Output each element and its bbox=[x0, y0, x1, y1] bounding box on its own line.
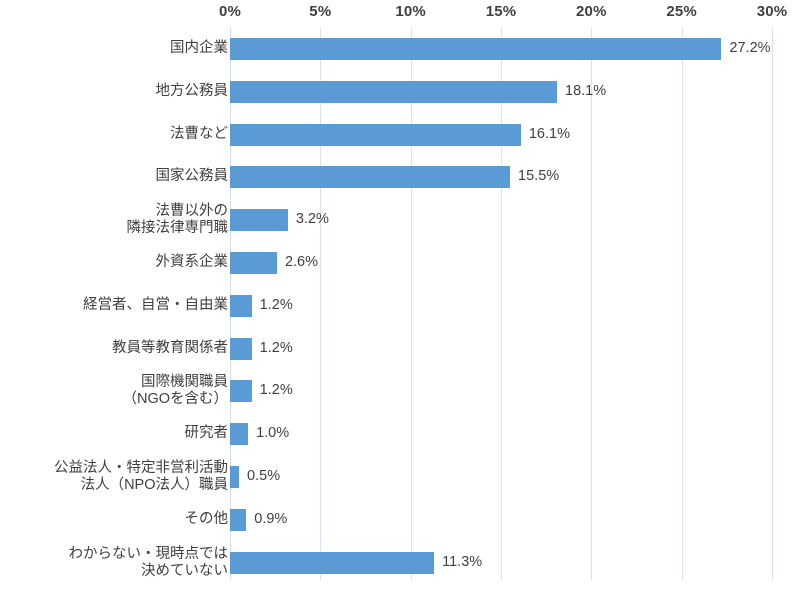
x-axis-tick-5: 25% bbox=[666, 3, 697, 20]
bar bbox=[230, 166, 511, 189]
bar bbox=[230, 337, 252, 360]
bar bbox=[230, 551, 435, 574]
bar-row: その他 0.9% bbox=[0, 508, 800, 531]
gridline-30 bbox=[772, 27, 773, 580]
bar-value-label: 3.2% bbox=[295, 211, 329, 228]
category-label: 外資系企業 bbox=[155, 254, 229, 270]
gridline-10 bbox=[410, 27, 412, 580]
x-axis-tick-0: 0% bbox=[218, 3, 242, 20]
category-label: 経営者、自営・自由業 bbox=[83, 296, 228, 313]
bar-row: 法曹など 16.1% bbox=[0, 123, 800, 146]
bar bbox=[230, 252, 277, 274]
bar bbox=[230, 466, 240, 488]
bar-value-label: 1.2% bbox=[259, 296, 293, 313]
category-label: 法曹など bbox=[170, 125, 228, 142]
x-axis-tick-2: 10% bbox=[395, 3, 426, 20]
gridline-15 bbox=[501, 27, 502, 580]
bar-row: 経営者、自営・自由業 1.2% bbox=[0, 294, 800, 317]
category-label: 教員等教育関係者 bbox=[112, 339, 228, 356]
bar-value-label: 2.6% bbox=[284, 254, 319, 270]
bar-row: 地方公務員 18.1% bbox=[0, 80, 800, 103]
category-label: 国家公務員 bbox=[155, 168, 229, 185]
bar-value-label: 18.1% bbox=[565, 82, 607, 99]
bar bbox=[230, 423, 249, 446]
bar-row: 法曹以外の 隣接法律専門職 3.2% bbox=[0, 203, 800, 236]
gridline-20 bbox=[591, 27, 593, 580]
bar-row: 国際機関職員 （NGOを含む） 1.2% bbox=[0, 374, 800, 407]
category-label: 研究者 bbox=[184, 425, 229, 442]
gridline-5 bbox=[320, 27, 322, 580]
category-label: 国際機関職員 （NGOを含む） bbox=[122, 374, 228, 408]
x-axis-tick-labels: 0% 5% 10% 15% 20% 25% 30% bbox=[0, 3, 800, 25]
bar bbox=[230, 294, 252, 317]
category-label: 法曹以外の 隣接法律専門職 bbox=[126, 203, 229, 237]
bar-row: 国内企業 27.2% bbox=[0, 38, 800, 60]
category-label: その他 bbox=[184, 510, 229, 527]
bar-value-label: 0.5% bbox=[247, 468, 281, 484]
gridline-25 bbox=[681, 27, 683, 580]
bar-value-label: 1.2% bbox=[259, 339, 293, 356]
x-axis-tick-4: 20% bbox=[576, 3, 607, 20]
bar-value-label: 1.2% bbox=[259, 382, 293, 399]
bar-row: 国家公務員 15.5% bbox=[0, 166, 800, 189]
bar-value-label: 0.9% bbox=[254, 510, 288, 527]
bar bbox=[230, 380, 252, 403]
bar-value-label: 16.1% bbox=[528, 125, 570, 142]
bar-row: 研究者 1.0% bbox=[0, 423, 800, 446]
bar-row: わからない・現時点では 決めていない 11.3% bbox=[0, 546, 800, 579]
bar bbox=[230, 123, 521, 146]
category-label: わからない・現時点では 決めていない bbox=[68, 545, 229, 579]
category-label: 公益法人・特定非営利活動 法人（NPO法人）職員 bbox=[54, 460, 228, 493]
bar bbox=[230, 80, 557, 103]
bar-value-label: 1.0% bbox=[256, 425, 290, 442]
bar-row: 教員等教育関係者 1.2% bbox=[0, 337, 800, 360]
x-axis-tick-6: 30% bbox=[756, 3, 788, 20]
bar-value-label: 27.2% bbox=[729, 40, 771, 56]
bar bbox=[230, 508, 247, 531]
x-axis-tick-1: 5% bbox=[309, 3, 332, 20]
bar-row: 公益法人・特定非営利活動 法人（NPO法人）職員 0.5% bbox=[0, 460, 800, 493]
bar-value-label: 15.5% bbox=[518, 168, 560, 185]
category-label: 地方公務員 bbox=[155, 82, 229, 99]
bar bbox=[230, 38, 722, 60]
bar-row: 外資系企業 2.6% bbox=[0, 252, 800, 274]
bar bbox=[230, 209, 288, 232]
bar-value-label: 11.3% bbox=[442, 553, 483, 570]
x-axis-tick-3: 15% bbox=[485, 3, 517, 20]
category-label: 国内企業 bbox=[170, 40, 228, 56]
